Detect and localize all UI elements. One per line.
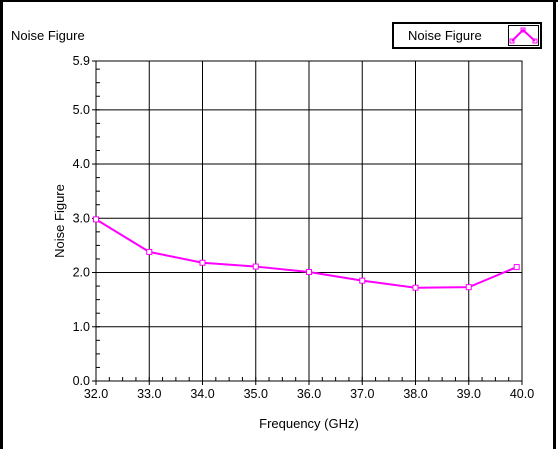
x-tick-label: 34.0 — [190, 387, 214, 401]
x-tick-label: 39.0 — [457, 387, 481, 401]
y-tick-label: 5.9 — [73, 54, 90, 68]
x-tick-label: 38.0 — [403, 387, 427, 401]
y-tick-label: 2.0 — [73, 266, 90, 280]
y-tick-label: 5.0 — [73, 103, 90, 117]
data-point — [412, 284, 419, 291]
panel-border-right — [553, 0, 556, 449]
y-tick-label: 0.0 — [73, 374, 90, 388]
data-point — [465, 284, 472, 291]
x-tick-label: 33.0 — [137, 387, 161, 401]
data-point — [93, 216, 99, 223]
legend-line-icon — [508, 25, 539, 46]
x-tick-label: 36.0 — [297, 387, 321, 401]
legend-label: Noise Figure — [408, 28, 482, 43]
data-point — [513, 264, 520, 271]
data-point — [146, 248, 153, 255]
x-axis-label: Frequency (GHz) — [259, 416, 359, 431]
data-point — [199, 259, 206, 266]
data-point — [252, 263, 259, 270]
y-tick-label: 3.0 — [73, 211, 90, 225]
panel-border-left — [0, 0, 3, 449]
data-point — [306, 268, 312, 275]
y-tick-label: 1.0 — [73, 320, 90, 334]
chart-title: Noise Figure — [11, 28, 85, 43]
y-tick-label: 4.0 — [73, 157, 90, 171]
x-tick-label: 37.0 — [350, 387, 374, 401]
x-tick-label: 40.0 — [510, 387, 534, 401]
x-tick-label: 35.0 — [244, 387, 268, 401]
legend[interactable]: Noise Figure — [392, 22, 542, 49]
x-tick-label: 32.0 — [84, 387, 108, 401]
panel-border-top — [0, 0, 558, 2]
data-point — [359, 277, 366, 284]
y-axis-label: Noise Figure — [52, 184, 67, 258]
